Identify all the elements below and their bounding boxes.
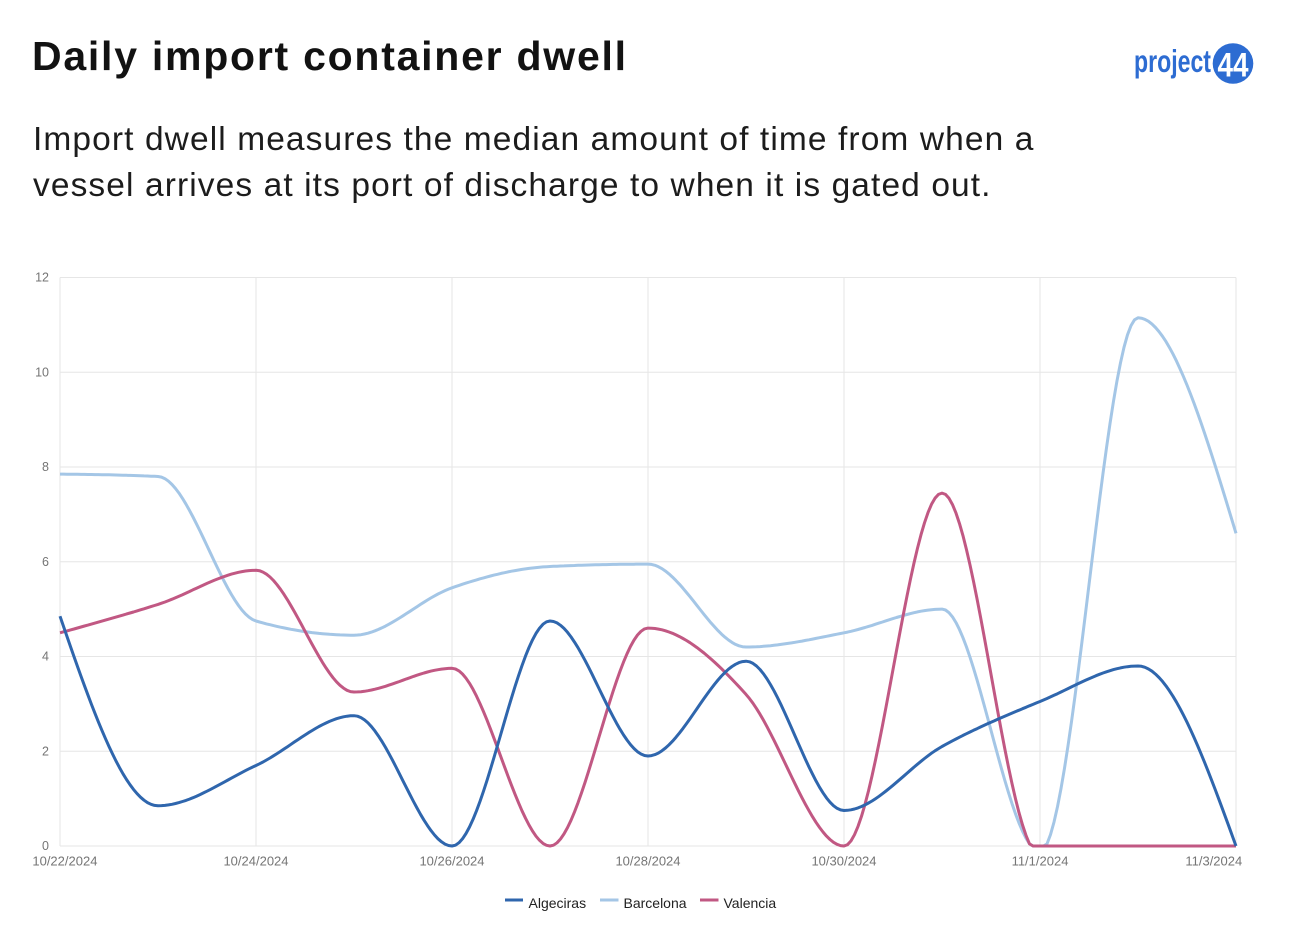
svg-text:4: 4 — [42, 650, 49, 664]
svg-text:10/22/2024: 10/22/2024 — [32, 854, 97, 869]
svg-text:0: 0 — [42, 839, 49, 853]
svg-text:10/24/2024: 10/24/2024 — [223, 854, 288, 869]
svg-text:44: 44 — [1218, 46, 1249, 84]
svg-text:10: 10 — [35, 365, 49, 379]
svg-text:10/30/2024: 10/30/2024 — [811, 854, 876, 869]
svg-text:11/3/2024: 11/3/2024 — [1185, 854, 1242, 869]
svg-text:8: 8 — [42, 460, 49, 474]
svg-text:10/26/2024: 10/26/2024 — [419, 854, 484, 869]
svg-text:Valencia: Valencia — [724, 895, 777, 911]
svg-text:Barcelona: Barcelona — [624, 895, 687, 911]
svg-text:2: 2 — [42, 745, 49, 759]
svg-text:project: project — [1134, 43, 1211, 79]
svg-text:10/28/2024: 10/28/2024 — [615, 854, 680, 869]
svg-text:6: 6 — [42, 555, 49, 569]
svg-text:Algeciras: Algeciras — [529, 895, 587, 911]
svg-text:12: 12 — [35, 271, 49, 285]
svg-text:11/1/2024: 11/1/2024 — [1012, 854, 1069, 869]
